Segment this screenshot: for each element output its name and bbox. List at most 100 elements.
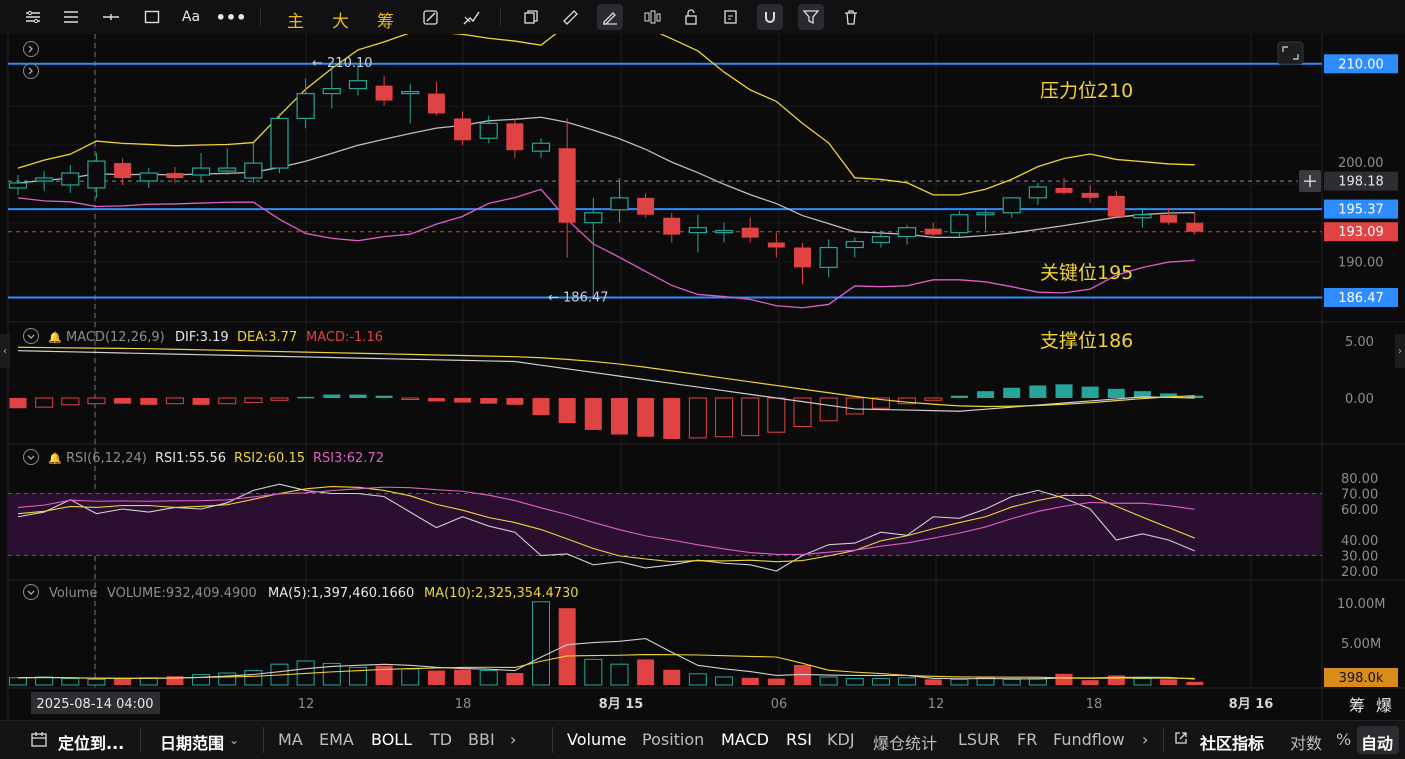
large-order-button[interactable]: 大 [332, 12, 349, 32]
edit-icon[interactable] [718, 4, 744, 30]
candle-body-down [924, 228, 942, 235]
time-tick-label: 8月 15 [599, 697, 644, 712]
indicator-fr[interactable]: FR [1017, 730, 1038, 749]
ruler-icon[interactable] [557, 4, 583, 30]
rectangle-icon[interactable] [139, 4, 165, 30]
chips-button[interactable]: 筹 [377, 12, 394, 32]
chevron-down-icon[interactable]: ⌄ [229, 733, 240, 747]
chart-area[interactable]: 🔔 MACD(12,26,9) DIF:3.19 DEA:3.77 MACD:-1.16… [0, 15, 1405, 720]
candle-body-down [558, 148, 576, 223]
candle-body-down [741, 227, 759, 238]
macd-bar [401, 397, 420, 400]
copy-icon[interactable] [518, 4, 544, 30]
left-collapse-handle[interactable]: ‹ [0, 334, 10, 368]
main-force-button[interactable]: 主 [287, 12, 304, 32]
filter-icon[interactable] [798, 4, 824, 30]
macd-bar [1003, 387, 1021, 398]
indicator-liquidation[interactable]: 爆仓统计 [873, 734, 938, 753]
external-link-icon[interactable] [1174, 730, 1188, 749]
volume-bar [427, 670, 445, 685]
draw-tool-icon[interactable] [418, 4, 444, 30]
auto-scale-toggle[interactable]: 自动 [1361, 734, 1394, 753]
macd-bar [454, 398, 472, 403]
path-tool-icon[interactable] [458, 4, 484, 30]
candle-body-down [375, 85, 393, 101]
indicator-boll[interactable]: BOLL [371, 730, 413, 749]
indicator-ema[interactable]: EMA [319, 730, 354, 749]
bell-icon: 🔔 [48, 331, 62, 344]
macd-bar [924, 397, 943, 401]
indicator-kdj[interactable]: KDJ [827, 730, 855, 749]
candlestick-chart[interactable]: 🔔 MACD(12,26,9) DIF:3.19 DEA:3.77 MACD:-1.16… [0, 15, 1405, 720]
macd-bar [9, 398, 27, 409]
pen-icon[interactable] [597, 4, 623, 30]
volume-axis-tick: 10.00M [1337, 597, 1385, 612]
chevron-right-icon[interactable]: › [510, 730, 517, 749]
bell-icon: 🔔 [48, 452, 62, 465]
macd-bar [663, 398, 681, 440]
candle-body-down [1186, 222, 1204, 232]
crosshair-price-tag: 198.18 [1338, 175, 1384, 190]
macd-bar [323, 394, 341, 398]
percent-scale-toggle[interactable]: % [1336, 730, 1352, 749]
candle-body-up [322, 88, 341, 95]
volume-bar [924, 679, 942, 685]
auto-scale-button-bg[interactable] [1357, 726, 1399, 754]
indicator-td[interactable]: TD [430, 730, 453, 749]
volume-bar [114, 678, 132, 685]
candle-body-up [401, 90, 420, 95]
macd-bar [1029, 385, 1047, 398]
chevron-down-icon [27, 334, 35, 339]
chevron-right-icon [28, 45, 33, 53]
candle-body-down [114, 163, 132, 178]
delete-icon[interactable] [838, 4, 864, 30]
menu-lines-icon[interactable] [58, 4, 84, 30]
indicator-lsur[interactable]: LSUR [958, 730, 1000, 749]
rsi1-value: RSI1:55.56 [155, 451, 226, 466]
candle-body-up [296, 92, 315, 120]
magnet-icon[interactable] [757, 4, 783, 30]
macd-title: MACD(12,26,9) [66, 330, 165, 345]
candle-body-down [427, 93, 445, 114]
volume-bar [584, 658, 603, 686]
volume-bar [139, 677, 158, 686]
volume-axis-tick: 5.00M [1341, 637, 1381, 652]
indicator-fundflow[interactable]: Fundflow [1053, 730, 1125, 749]
horizontal-line-icon[interactable] [98, 4, 124, 30]
volume-bar [322, 662, 341, 686]
volume-bar [9, 677, 27, 686]
locate-to-button[interactable]: 定位到... [58, 734, 125, 753]
indicator-volume[interactable]: Volume [567, 730, 627, 749]
volume-bar [35, 676, 54, 686]
indicator-bbi[interactable]: BBI [468, 730, 495, 749]
indicator-macd[interactable]: MACD [721, 730, 769, 749]
price-tick-label: 190.00 [1338, 255, 1384, 270]
lock-icon[interactable] [678, 4, 704, 30]
plus-icon [1304, 175, 1316, 188]
macd-dea-line [17, 346, 1195, 408]
more-dots-icon[interactable]: ••• [215, 7, 247, 27]
right-collapse-handle[interactable]: › [1395, 334, 1405, 368]
date-range-button[interactable]: 日期范围 [160, 734, 225, 753]
log-scale-toggle[interactable]: 对数 [1290, 734, 1323, 753]
indicator-ma[interactable]: MA [278, 730, 303, 749]
indicator-rsi[interactable]: RSI [786, 730, 812, 749]
candle-body-up [1133, 214, 1152, 219]
expand-chevron-icon [23, 41, 39, 57]
text-icon[interactable]: Aa [178, 4, 204, 30]
candle-compare-icon[interactable] [639, 4, 665, 30]
community-indicators-button[interactable]: 社区指标 [1200, 734, 1265, 753]
candle-body-up [845, 240, 864, 249]
settings-lines-icon[interactable] [20, 4, 46, 30]
indicator-position[interactable]: Position [642, 730, 705, 749]
macd-bar [506, 398, 524, 405]
candle-body-up [1028, 186, 1047, 199]
candle-body-up [139, 172, 158, 182]
level-tag-210: 210.00 [1338, 57, 1384, 72]
volume-bar [454, 669, 472, 685]
candle-body-down [166, 173, 184, 178]
calendar-icon[interactable] [30, 730, 48, 752]
volume-bar [532, 601, 550, 686]
volume-bar [950, 678, 969, 686]
chevron-right-icon[interactable]: › [1142, 730, 1149, 749]
